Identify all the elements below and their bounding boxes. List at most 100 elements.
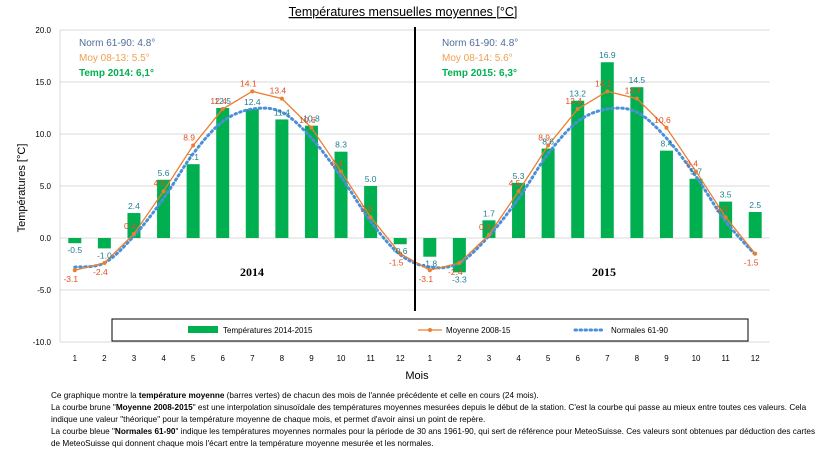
x-tick-label: 3 (487, 354, 492, 363)
x-tick-label: 1 (428, 354, 433, 363)
x-axis-label: Mois (405, 370, 429, 382)
temperature-bar (689, 178, 703, 238)
y-tick-label: 5.0 (40, 182, 52, 191)
x-tick-label: 5 (191, 354, 196, 363)
bar-value-label: 5.0 (365, 174, 377, 184)
bar-value-label: 2.4 (128, 201, 140, 211)
stats-boxes: Norm 61-90: 4.8° Moy 08-13: 5.5° Temp 2014… (79, 38, 518, 79)
moyenne-value-label: 0.4 (124, 221, 136, 231)
moyenne-value-label: 10.6 (299, 115, 316, 125)
bar-value-label: 8.6 (542, 137, 554, 147)
moyenne-value-label: 13.4 (625, 86, 642, 96)
year-label: 2015 (592, 265, 616, 279)
temperature-bar (630, 87, 644, 238)
moyenne-value-label: 14.1 (595, 78, 612, 88)
moyenne-value-label: 4.5 (509, 178, 521, 188)
legend-marker-moyenne (428, 328, 432, 332)
temperature-bar (304, 125, 318, 238)
moyenne-marker (664, 125, 669, 130)
x-tick-label: 11 (721, 354, 730, 363)
x-tick-label: 11 (366, 354, 375, 363)
moyenne-marker (220, 107, 225, 112)
x-tick-label: 12 (751, 354, 760, 363)
stat-moy: Moy 08-14: 5.6° (442, 53, 513, 64)
moyenne-value-label: -2.4 (93, 267, 108, 277)
moyenne-marker (309, 125, 314, 130)
x-tick-label: 8 (280, 354, 285, 363)
year-labels: 2014 2015 (240, 265, 616, 279)
temperature-bar (245, 109, 259, 238)
legend-label-moyenne: Moyenne 2008-15 (446, 326, 511, 335)
bar-value-label: 8.4 (661, 139, 673, 149)
moyenne-marker (605, 89, 610, 94)
stat-temp: Temp 2014: 6,1° (79, 68, 154, 79)
y-tick-label: 10.0 (35, 130, 51, 139)
legend-label-normals: Normales 61-90 (611, 326, 668, 335)
x-tick-label: 10 (337, 354, 346, 363)
legend-swatch-bars (188, 326, 218, 333)
moyenne-value-label: 8.9 (538, 132, 550, 142)
moyenne-marker (634, 96, 639, 101)
temperature-bar (600, 62, 614, 238)
x-tick-label: 5 (546, 354, 551, 363)
chart-title: Températures mensuelles moyennes [°C] (289, 5, 518, 19)
y-tick-label: 15.0 (35, 78, 51, 87)
y-tick-label: -5.0 (37, 286, 51, 295)
temperature-bar (393, 238, 407, 245)
moyenne-value-label: -1.5 (389, 258, 404, 268)
moyenne-marker (753, 251, 758, 256)
legend: Températures 2014-2015 Moyenne 2008-15 Nor… (111, 318, 749, 342)
stat-moy: Moy 08-13: 5.5° (79, 53, 150, 64)
moyenne-marker (546, 143, 551, 148)
bar-value-label: 12.4 (244, 97, 261, 107)
moyenne-value-label: 6.4 (331, 158, 343, 168)
moyenne-marker (516, 189, 521, 194)
temperature-chart: Températures mensuelles moyennes [°C] 20… (16, 5, 770, 382)
temperature-bar (659, 150, 673, 238)
moyenne-value-label: -3.1 (63, 274, 78, 284)
x-tick-label: 9 (664, 354, 669, 363)
y-axis-label: Températures [°C] (16, 144, 28, 233)
temperature-bar (97, 238, 111, 249)
bar-value-label: -0.5 (67, 245, 82, 255)
stat-norm: Norm 61-90: 4.8° (442, 38, 518, 49)
year-label: 2014 (240, 265, 264, 279)
moyenne-value-label: 6.4 (686, 158, 698, 168)
bar-value-label: -1.8 (422, 259, 437, 269)
bar-series (68, 62, 762, 273)
temperature-bar (157, 179, 171, 238)
stat-temp: Temp 2015: 6,3° (442, 68, 517, 79)
moyenne-value-label: 2.0 (716, 204, 728, 214)
moyenne-marker (279, 96, 284, 101)
temperature-bar (275, 119, 289, 238)
moyenne-value-label: -2.4 (448, 267, 463, 277)
moyenne-marker (575, 107, 580, 112)
bar-value-label: 2.5 (749, 200, 761, 210)
bar-value-label: 1.7 (483, 208, 495, 218)
temperature-bar (216, 108, 230, 238)
moyenne-marker (191, 143, 196, 148)
moyenne-marker (161, 189, 166, 194)
moyenne-value-label: 8.9 (183, 132, 195, 142)
moyenne-marker (457, 260, 462, 265)
temperature-bar (68, 238, 82, 244)
moyenne-marker (723, 215, 728, 220)
temperature-bar (423, 238, 437, 257)
x-axis-ticks: 1 2 3 4 5 6 7 8 9 10 11 12 1 2 3 4 5 6 7 8 9 10 11 12 (73, 354, 761, 363)
bar-value-label: 5.3 (513, 171, 525, 181)
legend-label-bars: Températures 2014-2015 (223, 326, 313, 335)
x-tick-label: 12 (396, 354, 405, 363)
moyenne-marker (486, 232, 491, 237)
y-axis-ticks: 20.0 15.0 10.0 5.0 0.0 -5.0 -10.0 (33, 26, 52, 347)
data-labels: -0.5-1.02.45.67.112.5 12.411.410.88.35.0-… (63, 50, 761, 284)
moyenne-value-label: 12.4 (565, 96, 582, 106)
bar-value-label: -0.6 (393, 246, 408, 256)
x-tick-label: 9 (309, 354, 314, 363)
temperature-bar (186, 164, 200, 238)
bar-value-label: 3.5 (720, 190, 732, 200)
moyenne-value-label: 13.4 (270, 86, 287, 96)
description-paragraph-2: La courbe brune "Moyenne 2008-2015" est … (51, 403, 807, 424)
stat-norm: Norm 61-90: 4.8° (79, 38, 155, 49)
chart-description: Ce graphique montre la température moyen… (51, 390, 821, 450)
moyenne-marker (102, 260, 107, 265)
